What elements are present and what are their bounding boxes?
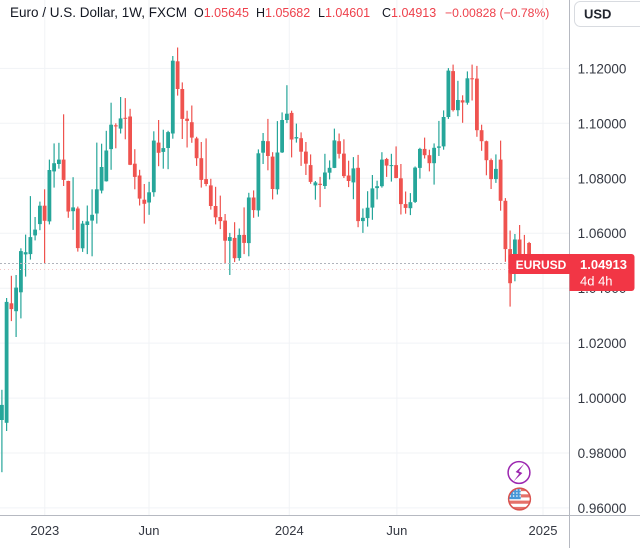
svg-text:2025: 2025 <box>529 523 558 538</box>
svg-text:1.12000: 1.12000 <box>578 61 627 76</box>
svg-text:0.96000: 0.96000 <box>578 501 627 516</box>
svg-text:1.08000: 1.08000 <box>578 171 627 186</box>
svg-text:Jun: Jun <box>386 523 407 538</box>
svg-text:2024: 2024 <box>275 523 304 538</box>
svg-text:Jun: Jun <box>139 523 160 538</box>
svg-text:H1.05682: H1.05682 <box>256 6 310 20</box>
svg-text:0.98000: 0.98000 <box>578 446 627 461</box>
svg-text:EURUSD: EURUSD <box>516 258 567 272</box>
svg-text:1.10000: 1.10000 <box>578 116 627 131</box>
svg-text:2023: 2023 <box>30 523 59 538</box>
svg-text:4d 4h: 4d 4h <box>580 274 613 289</box>
svg-text:L1.04601: L1.04601 <box>318 6 370 20</box>
svg-text:O1.05645: O1.05645 <box>194 6 249 20</box>
svg-text:1.00000: 1.00000 <box>578 391 627 406</box>
svg-text:1.02000: 1.02000 <box>578 336 627 351</box>
svg-text:C1.04913: C1.04913 <box>382 6 436 20</box>
svg-text:1.06000: 1.06000 <box>578 226 627 241</box>
svg-text:1.04913: 1.04913 <box>580 257 627 272</box>
svg-text:Euro / U.S. Dollar, 1W, FXCM: Euro / U.S. Dollar, 1W, FXCM <box>10 5 187 20</box>
svg-text:USD: USD <box>584 7 611 22</box>
svg-text:−0.00828 (−0.78%): −0.00828 (−0.78%) <box>445 6 549 20</box>
